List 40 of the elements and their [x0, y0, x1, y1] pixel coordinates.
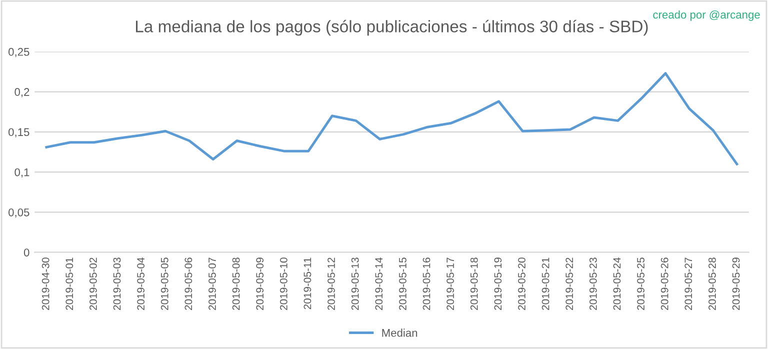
y-tick-label: 0,15 — [8, 128, 30, 138]
text: creado por @arcange — [653, 10, 760, 21]
x-tick-label: 2019-05-17 — [446, 258, 454, 310]
x-tick-label: 2019-05-12 — [328, 258, 335, 310]
x-tick-label: 2019-05-02 — [90, 258, 97, 310]
x-tick-label: 2019-05-23 — [589, 258, 597, 310]
x-tick-label: 2019-05-22 — [566, 258, 574, 310]
x-tick-label: 2019-05-14 — [375, 257, 383, 310]
x-tick-label: 2019-05-13 — [351, 258, 359, 310]
x-tick-label: 2019-05-25 — [637, 258, 644, 310]
chart-title: La mediana de los pagos (sólo publicaciones - últimos 30 días - SBD) — [136, 20, 648, 36]
x-tick-label: 2019-05-04 — [137, 257, 144, 310]
y-tick-label: 0,05 — [8, 208, 30, 218]
line-series — [45, 72, 738, 166]
legend-label: Median — [382, 328, 418, 337]
y-tick-label: 0 — [24, 248, 30, 256]
x-tick-label: 2019-05-28 — [708, 258, 716, 310]
x-tick-label: 2019-05-11 — [304, 258, 312, 310]
x-tick-label: 2019-05-16 — [422, 258, 430, 310]
x-tick-label: 2019-05-29 — [732, 258, 740, 310]
x-tick-label: 2019-05-15 — [399, 258, 406, 310]
x-tick-label: 2019-05-09 — [256, 258, 264, 310]
x-tick-label: 2019-05-06 — [184, 258, 192, 310]
x-tick-label: 2019-05-26 — [660, 258, 668, 310]
x-tick-label: 2019-05-24 — [613, 257, 621, 310]
x-tick-label: 2019-05-18 — [470, 258, 478, 310]
x-tick-label: 2019-05-01 — [66, 258, 74, 310]
x-tick-label: 2019-05-10 — [280, 258, 288, 310]
x-tick-label: 2019-05-08 — [232, 258, 240, 310]
x-tick-label: 2019-05-05 — [160, 258, 168, 310]
x-tick-label: 2019-05-21 — [542, 258, 550, 310]
x-tick-label: 2019-05-27 — [684, 258, 692, 310]
x-tick-label: 2019-04-30 — [42, 258, 50, 310]
x-tick-label: 2019-05-07 — [208, 258, 216, 310]
y-tick-label: 0,25 — [8, 48, 30, 58]
y-tick-label: 0,1 — [14, 168, 30, 178]
x-tick-label: 2019-05-20 — [518, 258, 526, 310]
x-tick-label: 2019-05-03 — [113, 258, 121, 310]
x-tick-label: 2019-05-19 — [494, 258, 502, 310]
y-tick-label: 0,2 — [14, 88, 30, 98]
